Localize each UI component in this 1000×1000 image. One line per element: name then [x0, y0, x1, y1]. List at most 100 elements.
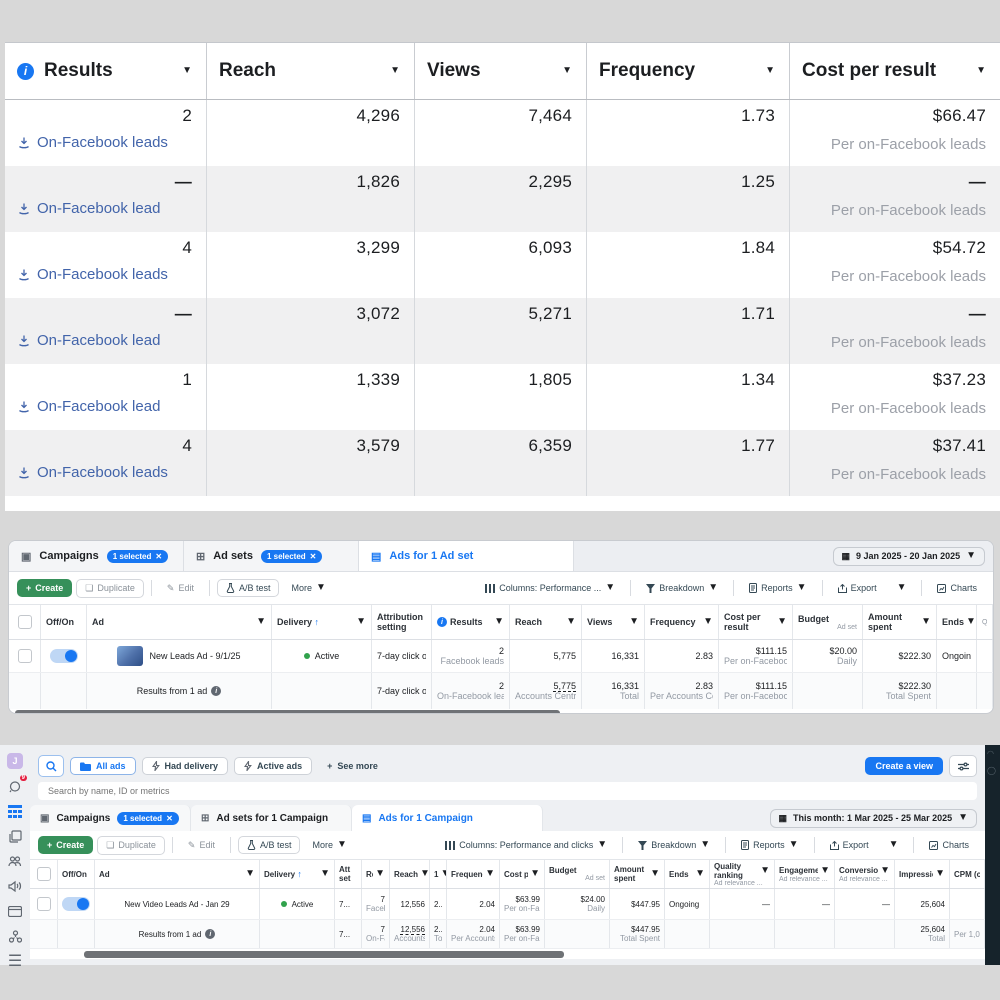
breakdown-button[interactable]: Breakdown ▼	[638, 580, 726, 596]
selected-count-badge[interactable]: 1 selected ✕	[117, 811, 179, 825]
result-type-link[interactable]: On-Facebook leads	[17, 266, 192, 283]
close-icon[interactable]: ✕	[155, 551, 163, 561]
column-cpm[interactable]: CPM (cos 1,000...	[950, 860, 985, 888]
ab-test-button[interactable]: A/B test	[216, 579, 280, 597]
tab-ads[interactable]: ▤ Ads for 1 Ad set	[359, 541, 574, 571]
adjust-view-button[interactable]	[949, 755, 977, 777]
filter-all-ads[interactable]: All ads	[70, 757, 136, 775]
column-results[interactable]: Resu▼	[362, 860, 390, 888]
billing-icon[interactable]	[7, 903, 23, 919]
export-options-button[interactable]: ▼	[881, 837, 907, 853]
column-views[interactable]: Views ▼	[582, 605, 645, 639]
column-ad[interactable]: Ad ▼	[87, 605, 272, 639]
close-icon[interactable]: ✕	[309, 551, 317, 561]
user-avatar[interactable]: J	[7, 753, 23, 769]
column-budget[interactable]: Budget Ad set	[793, 605, 863, 639]
horizontal-scrollbar[interactable]	[9, 709, 993, 713]
column-attribution[interactable]: Att set	[335, 860, 362, 888]
result-type-link[interactable]: On-Facebook lead	[17, 200, 192, 217]
duplicate-button[interactable]: ❏ Duplicate	[76, 578, 144, 598]
reports-button[interactable]: Reports ▼	[733, 837, 806, 853]
filter-had-delivery[interactable]: Had delivery	[141, 757, 229, 775]
edit-button[interactable]: ✎ Edit	[159, 580, 202, 597]
ads-megaphone-icon[interactable]	[7, 878, 23, 894]
columns-button[interactable]: Columns: Performance ... ▼	[477, 580, 623, 596]
export-options-button[interactable]: ▼	[889, 580, 915, 596]
audiences-icon[interactable]	[7, 853, 23, 869]
edit-button[interactable]: ✎ Edit	[180, 837, 223, 854]
tab-campaigns[interactable]: ▣ Campaigns 1 selected ✕	[30, 805, 191, 831]
events-manager-icon[interactable]	[7, 928, 23, 944]
select-all-checkbox[interactable]	[30, 860, 58, 888]
result-type-link[interactable]: On-Facebook leads	[17, 464, 192, 481]
duplicate-button[interactable]: ❏ Duplicate	[97, 835, 165, 855]
columns-button[interactable]: Columns: Performance and clicks ▼	[437, 837, 615, 853]
column-frequency[interactable]: Frequency▼	[447, 860, 500, 888]
date-range-picker[interactable]: ▦ This month: 1 Mar 2025 - 25 Mar 2025 ▼	[769, 808, 977, 828]
scrollbar-thumb[interactable]	[15, 710, 560, 713]
export-button[interactable]: Export	[822, 837, 877, 853]
search-bar[interactable]	[38, 782, 977, 800]
tab-ad-sets[interactable]: ⊞ Ad sets for 1 Campaign	[191, 805, 352, 831]
create-button[interactable]: + Create	[17, 579, 73, 597]
column-delivery[interactable]: Delivery ↑ ▼	[260, 860, 335, 888]
column-header-views[interactable]: Views ▼	[415, 43, 587, 99]
scrollbar-thumb[interactable]	[84, 950, 564, 958]
breakdown-button[interactable]: Breakdown ▼	[630, 837, 718, 853]
ad-name-link[interactable]: New Video Leads Ad - Jan 29	[95, 889, 260, 919]
ad-name-link[interactable]: New Leads Ad - 9/1/25	[149, 651, 241, 661]
column-views[interactable]: 1▼	[430, 860, 447, 888]
column-results[interactable]: i Results ▼	[432, 605, 510, 639]
create-button[interactable]: + Create	[38, 836, 94, 854]
column-amount-spent[interactable]: Amount spent ▼	[610, 860, 665, 888]
campaigns-nav-icon[interactable]	[7, 803, 23, 819]
tab-ads[interactable]: ▤ Ads for 1 Campaign	[352, 805, 543, 831]
ad-toggle[interactable]	[41, 640, 87, 672]
pages-icon[interactable]	[7, 828, 23, 844]
search-button[interactable]	[38, 755, 64, 777]
result-type-link[interactable]: On-Facebook lead	[17, 332, 192, 349]
row-checkbox[interactable]	[9, 640, 41, 672]
see-more-filters[interactable]: + See more	[327, 761, 378, 771]
column-impressions[interactable]: Impressions▼	[895, 860, 950, 888]
menu-icon[interactable]: ☰	[7, 953, 23, 970]
reports-button[interactable]: Reports ▼	[741, 580, 814, 596]
tab-campaigns[interactable]: ▣ Campaigns 1 selected ✕	[9, 541, 184, 571]
create-view-button[interactable]: Create a view	[865, 757, 943, 775]
row-checkbox[interactable]	[30, 889, 58, 919]
column-reach[interactable]: Reach ▼	[390, 860, 430, 888]
horizontal-scrollbar[interactable]	[30, 948, 985, 959]
charts-button[interactable]: Charts	[921, 837, 977, 853]
column-delivery[interactable]: Delivery ↑ ▼	[272, 605, 372, 639]
column-header-results[interactable]: i Results ▼	[5, 43, 207, 99]
filter-active-ads[interactable]: Active ads	[234, 757, 313, 775]
close-icon[interactable]: ✕	[166, 813, 173, 823]
column-header-cost-per-result[interactable]: Cost per result ▼	[790, 43, 1000, 99]
column-frequency[interactable]: Frequency▼	[645, 605, 719, 639]
ab-test-button[interactable]: A/B test	[237, 836, 301, 854]
tab-ad-sets[interactable]: ⊞ Ad sets 1 selected ✕	[184, 541, 359, 571]
notifications-icon[interactable]: 9	[7, 775, 27, 794]
date-range-picker[interactable]: ▦ 9 Jan 2025 - 20 Jan 2025 ▼	[832, 546, 985, 566]
column-cost-per-result[interactable]: Cost per...▼	[500, 860, 545, 888]
search-input[interactable]	[46, 785, 969, 797]
column-attribution[interactable]: Attribution setting	[372, 605, 432, 639]
charts-button[interactable]: Charts	[929, 580, 985, 596]
select-all-checkbox[interactable]	[9, 605, 41, 639]
column-ends[interactable]: Ends ▼	[937, 605, 977, 639]
column-header-reach[interactable]: Reach ▼	[207, 43, 415, 99]
column-header-frequency[interactable]: Frequency ▼	[587, 43, 790, 99]
export-button[interactable]: Export	[830, 580, 885, 596]
column-budget[interactable]: Budget Ad set	[545, 860, 610, 888]
selected-count-badge[interactable]: 1 selected ✕	[260, 549, 323, 563]
more-button[interactable]: More ▼	[304, 837, 354, 853]
result-type-link[interactable]: On-Facebook lead	[17, 398, 192, 415]
ad-toggle[interactable]	[58, 889, 95, 919]
column-cost-per-result[interactable]: Cost per result ▼	[719, 605, 793, 639]
column-conversion-rate[interactable]: Conversion rate ranking▼Ad relevance ...	[835, 860, 895, 888]
column-ends[interactable]: Ends ▼	[665, 860, 710, 888]
column-ad[interactable]: Ad ▼	[95, 860, 260, 888]
column-engagement-rate[interactable]: Engagement rate ranking▼Ad relevance ...	[775, 860, 835, 888]
column-amount-spent[interactable]: Amount spent ▼	[863, 605, 937, 639]
column-reach[interactable]: Reach ▼	[510, 605, 582, 639]
